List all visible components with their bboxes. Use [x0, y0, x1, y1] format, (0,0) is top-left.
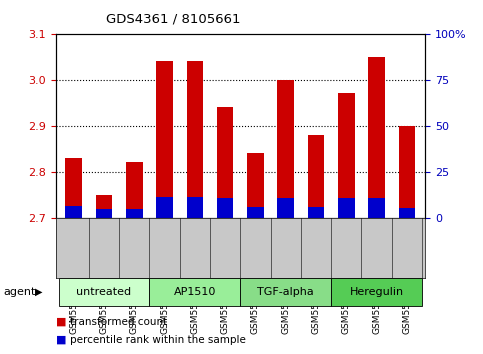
- Text: ■: ■: [56, 335, 66, 345]
- Text: ■: ■: [56, 317, 66, 327]
- Bar: [308, 207, 325, 218]
- Bar: [338, 198, 355, 218]
- Text: TGF-alpha: TGF-alpha: [257, 287, 314, 297]
- Bar: [58, 278, 149, 306]
- Text: ▶: ▶: [35, 287, 43, 297]
- Bar: [186, 197, 203, 218]
- Bar: [241, 278, 331, 306]
- Bar: [277, 80, 294, 218]
- Bar: [331, 278, 422, 306]
- Text: untreated: untreated: [76, 287, 131, 297]
- Bar: [277, 198, 294, 218]
- Bar: [96, 209, 113, 218]
- Bar: [247, 207, 264, 218]
- Text: agent: agent: [4, 287, 36, 297]
- Bar: [398, 207, 415, 218]
- Bar: [217, 107, 233, 218]
- Bar: [368, 57, 385, 218]
- Bar: [96, 195, 113, 218]
- Bar: [126, 209, 142, 218]
- Bar: [247, 153, 264, 218]
- Text: transformed count: transformed count: [70, 317, 167, 327]
- Bar: [126, 162, 142, 218]
- Text: AP1510: AP1510: [174, 287, 216, 297]
- Text: GDS4361 / 8105661: GDS4361 / 8105661: [106, 12, 241, 25]
- Text: percentile rank within the sample: percentile rank within the sample: [70, 335, 246, 345]
- Bar: [398, 126, 415, 218]
- Bar: [368, 198, 385, 218]
- Bar: [156, 61, 173, 218]
- Bar: [186, 61, 203, 218]
- Bar: [338, 93, 355, 218]
- Text: Heregulin: Heregulin: [350, 287, 404, 297]
- Bar: [149, 278, 241, 306]
- Bar: [65, 206, 82, 218]
- Bar: [65, 158, 82, 218]
- Bar: [217, 198, 233, 218]
- Bar: [156, 197, 173, 218]
- Bar: [308, 135, 325, 218]
